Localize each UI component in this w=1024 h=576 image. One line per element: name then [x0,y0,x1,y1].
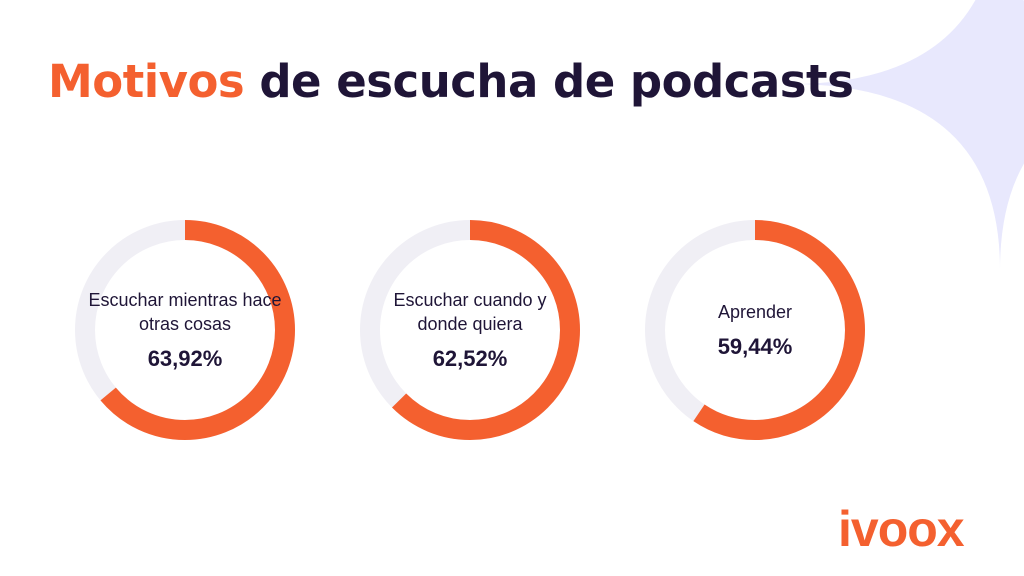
ring-arc [360,220,580,440]
ring-value: 59,44% [717,334,793,359]
ivoox-logo: ivoox [838,501,965,557]
ring-arc [645,220,865,440]
title-accent: Motivos [48,55,245,108]
donut-chart-1: Escuchar mientras hace otras cosas 63,92% [65,210,305,450]
ring-arc [75,220,295,440]
ring-value: 62,52% [432,346,508,371]
donut-chart-3: Aprender 59,44% [635,210,875,450]
donut-chart-2: Escuchar cuando y donde quiera 62,52% [350,210,590,450]
ring-label: Aprender [717,302,793,322]
ring-label: Escuchar cuando y donde quiera [393,290,547,334]
ring-label: Escuchar mientras hace otras cosas [88,290,282,334]
page-title: Motivos de escucha de podcasts [48,55,854,108]
title-rest: de escucha de podcasts [244,55,854,108]
ring-value: 63,92% [147,346,223,371]
